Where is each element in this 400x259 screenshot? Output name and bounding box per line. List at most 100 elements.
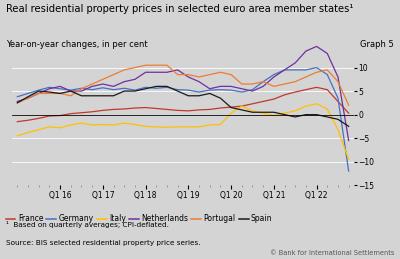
Germany xyxy=(26,92,30,95)
Portugal xyxy=(229,73,234,76)
France xyxy=(272,98,276,101)
Spain xyxy=(111,94,116,97)
Netherlands xyxy=(239,87,244,90)
Italy xyxy=(272,114,276,117)
France xyxy=(325,88,330,91)
Portugal xyxy=(197,75,202,78)
Italy xyxy=(229,112,234,115)
Netherlands xyxy=(197,80,202,83)
Netherlands xyxy=(15,100,20,103)
Germany xyxy=(186,89,191,92)
Line: France: France xyxy=(17,87,349,122)
Portugal xyxy=(239,82,244,85)
France xyxy=(47,114,52,118)
Germany xyxy=(47,86,52,89)
Netherlands xyxy=(154,71,159,74)
Germany xyxy=(79,87,84,90)
Portugal xyxy=(26,97,30,100)
Spain xyxy=(207,92,212,95)
Italy xyxy=(207,123,212,126)
Portugal xyxy=(122,68,127,71)
Germany xyxy=(346,170,351,173)
France xyxy=(250,102,255,105)
Italy xyxy=(325,107,330,111)
Spain xyxy=(346,125,351,128)
Germany xyxy=(58,87,62,90)
France xyxy=(197,108,202,111)
Spain xyxy=(261,111,266,114)
Netherlands xyxy=(314,45,319,48)
France xyxy=(15,120,20,123)
Portugal xyxy=(47,92,52,95)
Portugal xyxy=(132,66,137,69)
Line: Germany: Germany xyxy=(17,68,349,171)
Netherlands xyxy=(122,80,127,83)
Spain xyxy=(143,87,148,90)
Germany xyxy=(304,68,308,71)
Netherlands xyxy=(229,85,234,88)
France xyxy=(154,107,159,110)
Italy xyxy=(346,158,351,161)
Germany xyxy=(229,89,234,92)
Spain xyxy=(15,101,20,104)
France xyxy=(186,109,191,112)
Portugal xyxy=(143,64,148,67)
Portugal xyxy=(218,71,223,74)
Italy xyxy=(282,112,287,115)
France xyxy=(336,100,340,103)
Germany xyxy=(325,73,330,76)
Spain xyxy=(218,97,223,100)
Portugal xyxy=(282,82,287,85)
Spain xyxy=(100,94,105,97)
Spain xyxy=(122,90,127,93)
Germany xyxy=(132,89,137,92)
Italy xyxy=(261,112,266,115)
Netherlands xyxy=(218,85,223,88)
Netherlands xyxy=(26,97,30,100)
Portugal xyxy=(36,92,41,95)
Italy xyxy=(293,109,298,112)
Spain xyxy=(47,90,52,93)
Netherlands xyxy=(261,85,266,88)
Germany xyxy=(336,97,340,100)
Spain xyxy=(154,85,159,88)
Germany xyxy=(164,86,169,89)
Portugal xyxy=(346,104,351,107)
Germany xyxy=(111,88,116,91)
Germany xyxy=(68,89,73,92)
Spain xyxy=(68,90,73,93)
Italy xyxy=(26,131,30,134)
France xyxy=(132,106,137,110)
Portugal xyxy=(68,94,73,97)
Germany xyxy=(175,88,180,91)
France xyxy=(207,108,212,111)
Italy xyxy=(186,125,191,128)
Italy xyxy=(90,123,94,126)
Spain xyxy=(90,94,94,97)
Germany xyxy=(207,89,212,92)
Netherlands xyxy=(111,85,116,88)
Line: Italy: Italy xyxy=(17,104,349,159)
Germany xyxy=(239,90,244,93)
Italy xyxy=(175,125,180,128)
Spain xyxy=(26,95,30,98)
France xyxy=(175,109,180,112)
Portugal xyxy=(58,92,62,95)
France xyxy=(36,117,41,120)
Germany xyxy=(100,86,105,89)
Portugal xyxy=(79,87,84,90)
Netherlands xyxy=(79,90,84,93)
Netherlands xyxy=(90,85,94,88)
Italy xyxy=(164,126,169,129)
Italy xyxy=(314,102,319,105)
Germany xyxy=(218,88,223,91)
France xyxy=(282,93,287,96)
Text: ¹  Based on quarterly averages; CPI-deflated.: ¹ Based on quarterly averages; CPI-defla… xyxy=(6,221,169,228)
Text: Year-on-year changes, in per cent: Year-on-year changes, in per cent xyxy=(6,40,148,49)
France xyxy=(314,86,319,89)
Germany xyxy=(293,68,298,71)
Netherlands xyxy=(164,71,169,74)
Germany xyxy=(272,73,276,76)
France xyxy=(100,109,105,112)
Portugal xyxy=(293,80,298,83)
